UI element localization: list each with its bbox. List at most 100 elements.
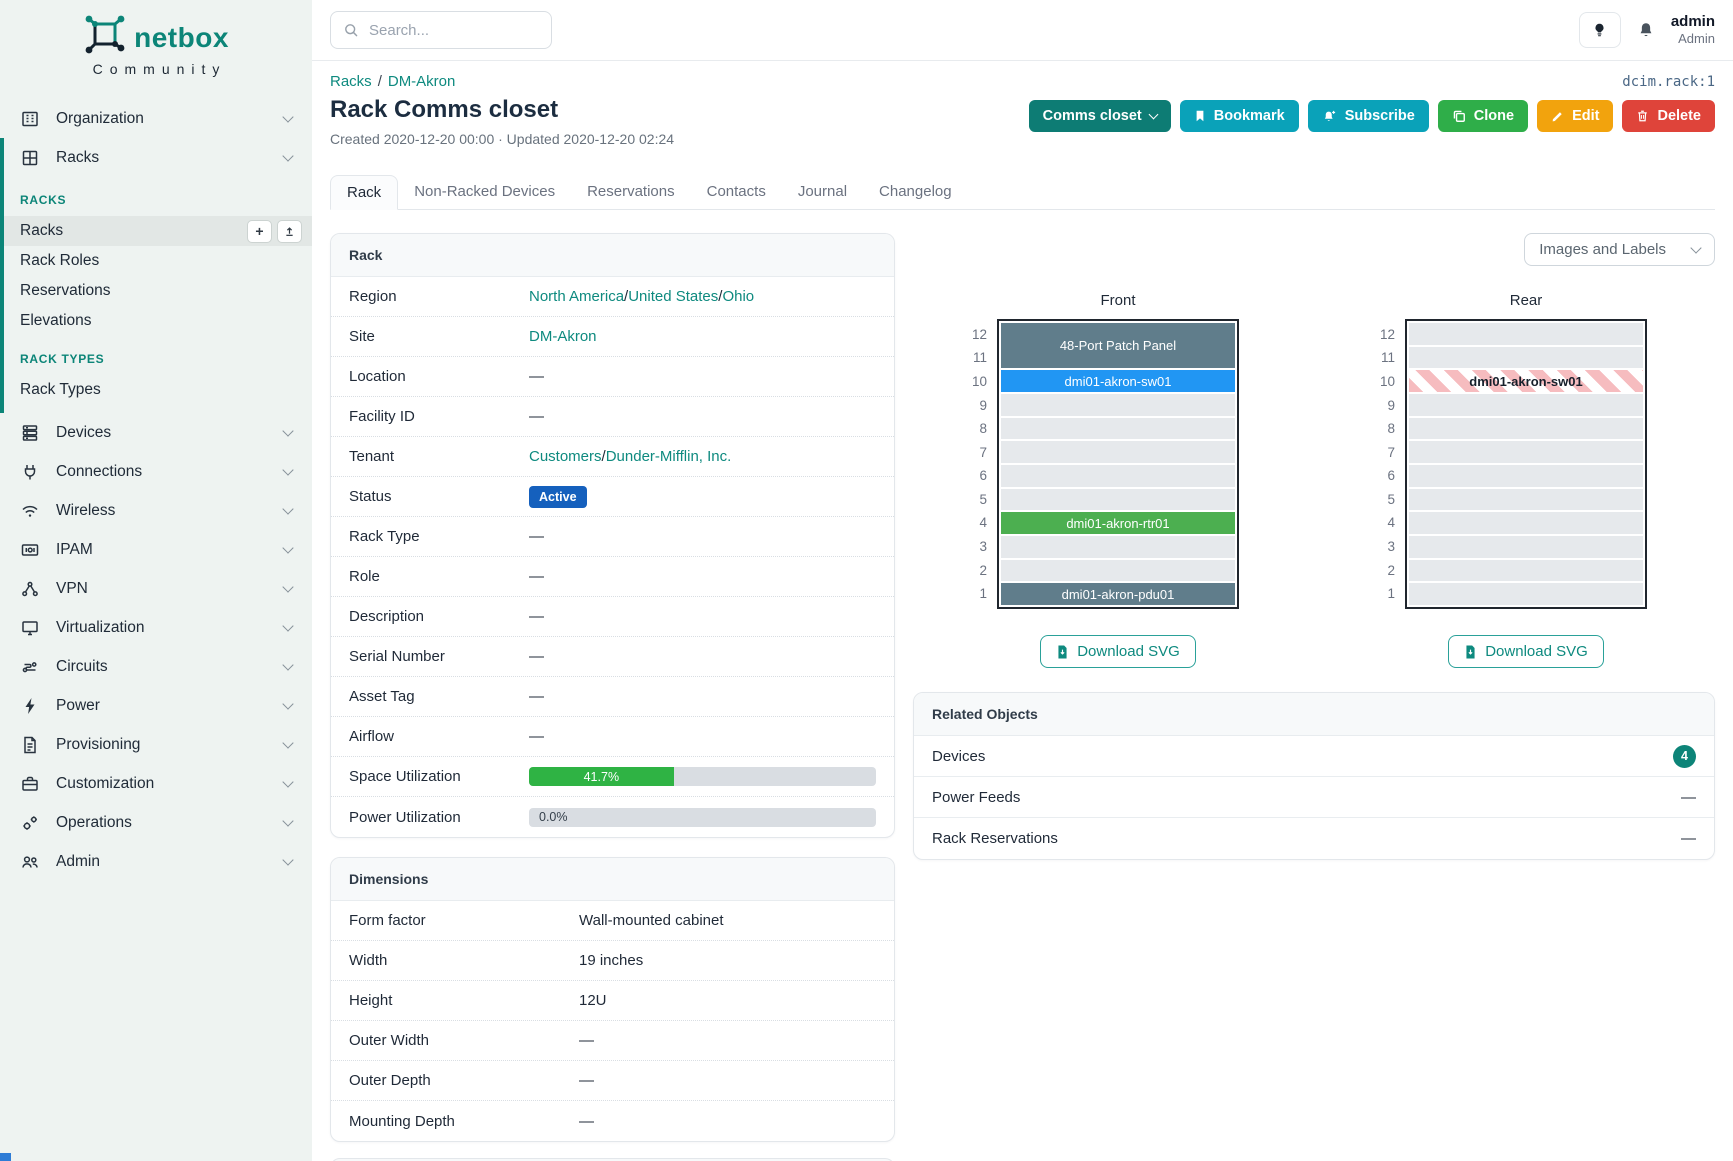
network-nodes-icon: [20, 579, 40, 599]
value-link[interactable]: North America: [529, 288, 625, 305]
theme-toggle-button[interactable]: [1578, 12, 1621, 48]
breadcrumb-site[interactable]: DM-Akron: [387, 73, 456, 90]
object-tabs: Rack Non-Racked Devices Reservations Con…: [330, 175, 1715, 210]
sidebar-item-racks-list[interactable]: Racks +: [4, 216, 312, 246]
rack-elevation-rear: dmi01-akron-sw01: [1405, 319, 1647, 609]
rack-slot-empty: [1001, 417, 1235, 440]
brand-logo[interactable]: netbox Community: [0, 0, 312, 77]
field-label: Space Utilization: [349, 768, 461, 785]
sidebar-item-devices[interactable]: Devices: [0, 413, 312, 452]
sidebar-item-label: Racks: [20, 222, 64, 239]
unit-label: 5: [979, 491, 987, 507]
rack-elevation-front: 48-Port Patch Panel dmi01-akron-sw01 dmi01…: [997, 319, 1239, 609]
user-menu[interactable]: admin Admin: [1671, 13, 1715, 48]
sidebar-item-racks[interactable]: Racks: [4, 138, 312, 177]
delete-button[interactable]: Delete: [1622, 100, 1715, 132]
page-title: Rack Comms closet: [330, 96, 559, 123]
sidebar-item-connections[interactable]: Connections: [0, 452, 312, 491]
clone-button[interactable]: Clone: [1437, 100, 1529, 132]
unit-label: 7: [979, 444, 987, 460]
field-value: —: [529, 568, 876, 585]
global-search[interactable]: [330, 11, 552, 49]
value-link[interactable]: Customers: [529, 448, 602, 465]
tab-journal[interactable]: Journal: [797, 183, 848, 200]
sidebar-item-organization[interactable]: Organization: [0, 99, 312, 138]
count-badge: 4: [1673, 744, 1696, 768]
import-rack-button[interactable]: [277, 219, 302, 243]
value-link[interactable]: Dunder-Mifflin, Inc.: [605, 448, 732, 465]
subscribe-button[interactable]: Subscribe: [1307, 100, 1429, 132]
unit-label: 1: [1387, 586, 1395, 602]
value-text: —: [529, 648, 544, 665]
sidebar-item-wireless[interactable]: Wireless: [0, 491, 312, 530]
trash-icon: [1636, 109, 1649, 123]
value-link[interactable]: Ohio: [722, 288, 755, 305]
tab-changelog[interactable]: Changelog: [879, 183, 952, 200]
search-input[interactable]: [369, 21, 529, 39]
sidebar-item-label: Racks: [56, 148, 100, 166]
sidebar-item-vpn[interactable]: VPN: [0, 569, 312, 608]
lightbulb-icon: [1592, 22, 1607, 39]
field-row: Site DM-Akron: [331, 317, 894, 357]
rack-slot-empty: [1409, 559, 1643, 582]
field-row: Height 12U: [331, 981, 894, 1021]
edit-button[interactable]: Edit: [1537, 100, 1614, 132]
front-elevation: Front 12 11 10 9 8 7 6 5 4 3 2 1 48-Port Patch Pane…: [961, 292, 1239, 609]
field-row: Location —: [331, 357, 894, 397]
tab-rack[interactable]: Rack: [330, 175, 399, 210]
sidebar-item-rack-roles[interactable]: Rack Roles: [4, 246, 312, 276]
related-object-row[interactable]: Devices 4: [914, 736, 1714, 777]
tab-reservations[interactable]: Reservations: [587, 183, 675, 200]
sidebar-item-reservations[interactable]: Reservations: [4, 276, 312, 306]
add-rack-button[interactable]: +: [247, 219, 272, 243]
unit-label: 8: [979, 421, 987, 437]
bookmark-button[interactable]: Bookmark: [1179, 100, 1299, 132]
download-svg-rear-button[interactable]: Download SVG: [1448, 635, 1604, 668]
value-link[interactable]: United States: [628, 288, 719, 305]
field-label: Form factor: [349, 912, 426, 929]
rack-device[interactable]: dmi01-akron-rtr01: [1001, 512, 1235, 534]
unit-label: 11: [972, 350, 987, 366]
field-label: Site: [349, 328, 375, 345]
dimensions-card: Dimensions Form factor Wall-mounted cabin…: [330, 857, 895, 1142]
field-row: Form factor Wall-mounted cabinet: [331, 901, 894, 941]
sidebar-item-elevations[interactable]: Elevations: [4, 306, 312, 336]
sidebar-item-circuits[interactable]: Circuits: [0, 647, 312, 686]
field-value: —: [529, 608, 876, 625]
field-row: Power Utilization 0.0%: [331, 797, 894, 837]
sidebar-item-provisioning[interactable]: Provisioning: [0, 725, 312, 764]
breadcrumb-racks[interactable]: Racks: [330, 73, 372, 90]
sidebar-item-ipam[interactable]: IPAM: [0, 530, 312, 569]
sidebar-item-label: Organization: [56, 109, 144, 127]
chevron-down-icon: [282, 736, 294, 749]
sidebar-item-power[interactable]: Power: [0, 686, 312, 725]
sidebar-item-label: Operations: [56, 813, 132, 831]
field-label: Outer Depth: [349, 1072, 431, 1089]
tab-contacts[interactable]: Contacts: [706, 183, 766, 200]
field-value: 19 inches: [579, 952, 876, 969]
sidebar-item-customization[interactable]: Customization: [0, 764, 312, 803]
rack-device[interactable]: dmi01-akron-sw01: [1001, 370, 1235, 392]
related-object-row[interactable]: Rack Reservations —: [914, 818, 1714, 859]
rack-device[interactable]: 48-Port Patch Panel: [1001, 323, 1235, 369]
tab-non-racked-devices[interactable]: Non-Racked Devices: [414, 183, 556, 200]
related-object-label: Power Feeds: [932, 788, 1021, 806]
elevation-view-select[interactable]: Images and Labels: [1524, 233, 1715, 266]
sidebar-item-operations[interactable]: Operations: [0, 803, 312, 842]
breadcrumb-separator: /: [377, 73, 382, 90]
empty-dash: —: [1681, 788, 1696, 806]
notifications-button[interactable]: [1637, 21, 1655, 40]
sidebar-item-virtualization[interactable]: Virtualization: [0, 608, 312, 647]
rack-device[interactable]: dmi01-akron-pdu01: [1001, 583, 1235, 605]
rack-select-button[interactable]: Comms closet: [1028, 100, 1171, 132]
sidebar-item-rack-types[interactable]: Rack Types: [4, 375, 312, 405]
related-object-row[interactable]: Power Feeds —: [914, 777, 1714, 818]
field-row: Width 19 inches: [331, 941, 894, 981]
progress-label: 0.0%: [539, 810, 568, 824]
rack-device[interactable]: dmi01-akron-sw01: [1409, 370, 1643, 392]
value-link[interactable]: DM-Akron: [529, 328, 597, 345]
sidebar-item-admin[interactable]: Admin: [0, 842, 312, 881]
rack-slot-empty: [1409, 323, 1643, 345]
download-svg-front-button[interactable]: Download SVG: [1040, 635, 1196, 668]
